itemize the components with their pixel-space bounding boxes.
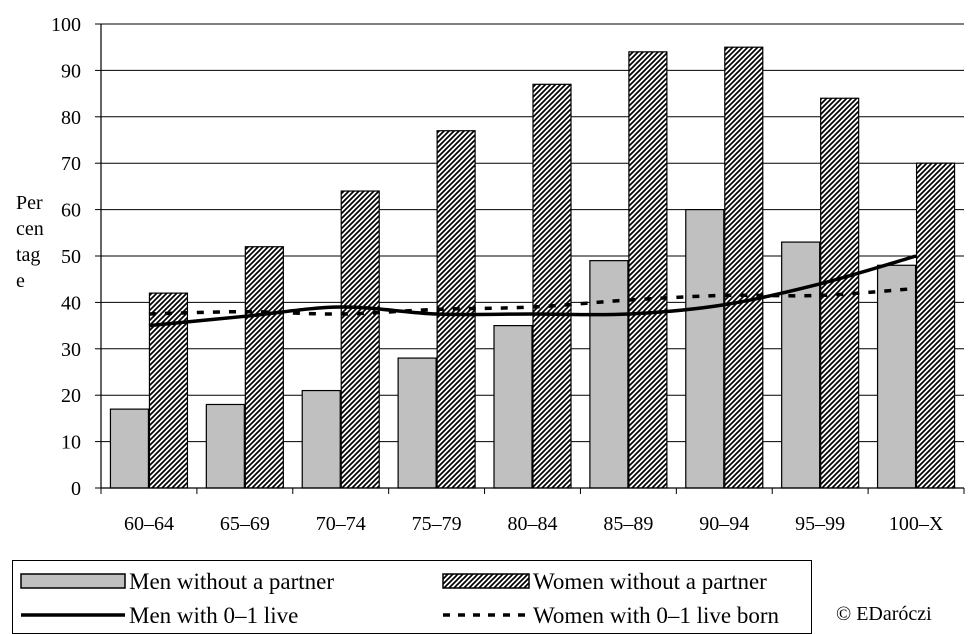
- line-men-with-live: [148, 254, 917, 328]
- y-tick-label: 100: [51, 14, 81, 36]
- bar-women-without-partner: [244, 246, 284, 489]
- legend-item-women-without-partner: Women without a partner: [441, 566, 767, 596]
- x-tick-label: 100–X: [889, 513, 944, 535]
- bar-men-without-partner: [685, 209, 725, 489]
- y-tick-label: 10: [61, 432, 81, 454]
- legend-swatch-dashed-line: [441, 600, 533, 630]
- legend-swatch-hatched-bar: [441, 566, 533, 596]
- bar-men-without-partner: [493, 325, 533, 489]
- x-tick-label: 95–99: [795, 513, 845, 535]
- trend-lines: [148, 254, 917, 328]
- bar-men-without-partner: [205, 403, 245, 489]
- legend-item-men-without-partner: Men without a partner: [19, 566, 334, 596]
- y-axis-label-line: e: [16, 270, 25, 292]
- y-tick-label: 50: [61, 246, 81, 268]
- legend-item-men-with-live: Men with 0–1 live: [19, 600, 298, 630]
- y-tick-label: 40: [61, 292, 81, 314]
- legend-label-women-with-live: Women with 0–1 live born: [533, 602, 780, 628]
- legend-swatch-solid-line: [19, 600, 129, 630]
- chart: 0 10 20 30 40 50 60 70 80 90 100 60–64 65–69 70–74 75–…: [16, 14, 965, 535]
- legend-item-women-with-live: Women with 0–1 live born: [441, 600, 779, 630]
- axes: [95, 23, 965, 494]
- line-women-with-live-born: [148, 286, 917, 316]
- x-tick-label: 65–69: [220, 513, 270, 535]
- bar-men-without-partner: [301, 389, 341, 489]
- y-tick-label: 80: [61, 107, 81, 129]
- y-tick-label: 70: [61, 153, 81, 175]
- x-tick-label: 90–94: [699, 513, 749, 535]
- y-axis-label-line: cen: [16, 218, 44, 240]
- y-axis-label: Per cen tag e: [16, 192, 44, 292]
- y-tick-label: 90: [61, 60, 81, 82]
- legend-label-women-without-partner: Women without a partner: [533, 568, 767, 594]
- x-tick-label: 60–64: [124, 513, 174, 535]
- bar-women-without-partner: [724, 46, 764, 489]
- tick-labels: 0 10 20 30 40 50 60 70 80 90 100 60–64 65–69 70–74 75–…: [51, 14, 944, 535]
- bar-women-without-partner: [915, 162, 956, 489]
- x-tick-label: 70–74: [316, 513, 366, 535]
- bar-women-without-partner: [628, 51, 668, 489]
- bars: [109, 46, 956, 489]
- y-axis-label-line: tag: [16, 244, 40, 266]
- bar-men-without-partner: [781, 241, 821, 489]
- y-axis-label-line: Per: [16, 192, 43, 214]
- bar-men-without-partner: [589, 260, 629, 489]
- bar-women-without-partner: [532, 83, 572, 489]
- copyright-notice: © EDaróczi: [836, 603, 932, 625]
- bar-women-without-partner: [340, 190, 380, 489]
- y-tick-label: 60: [61, 200, 81, 222]
- legend: Men without a partner Women without a pa…: [12, 560, 812, 634]
- x-tick-label: 75–79: [412, 513, 462, 535]
- legend-label-men-with-live: Men with 0–1 live: [129, 602, 299, 628]
- x-tick-label: 80–84: [508, 513, 558, 535]
- y-tick-label: 30: [61, 339, 81, 361]
- y-tick-label: 20: [61, 385, 81, 407]
- y-tick-label: 0: [71, 478, 81, 500]
- bar-men-without-partner: [876, 264, 917, 489]
- x-tick-label: 85–89: [603, 513, 653, 535]
- bar-men-without-partner: [109, 408, 150, 489]
- legend-swatch-gray-bar: [19, 566, 129, 596]
- bar-men-without-partner: [397, 357, 437, 489]
- legend-label-men-without-partner: Men without a partner: [129, 568, 335, 594]
